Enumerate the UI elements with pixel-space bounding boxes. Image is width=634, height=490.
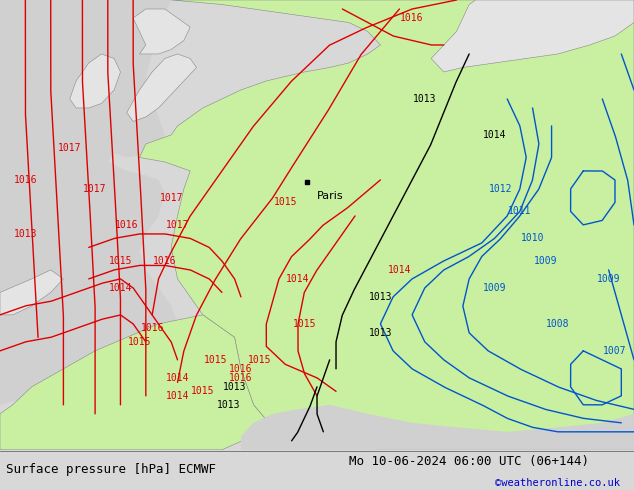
Polygon shape <box>0 315 273 450</box>
Polygon shape <box>70 54 120 108</box>
Text: 1013: 1013 <box>13 229 37 239</box>
Text: 1016: 1016 <box>229 364 253 374</box>
Polygon shape <box>241 405 634 450</box>
Text: 1014: 1014 <box>387 265 411 275</box>
Text: 1017: 1017 <box>159 193 183 203</box>
Text: 1015: 1015 <box>273 197 297 207</box>
Text: 1014: 1014 <box>108 283 133 293</box>
Text: Surface pressure [hPa] ECMWF: Surface pressure [hPa] ECMWF <box>6 463 216 476</box>
Text: 1016: 1016 <box>140 323 164 333</box>
Text: 1016: 1016 <box>229 373 253 383</box>
Text: 1013: 1013 <box>368 328 392 338</box>
Text: 1016: 1016 <box>153 256 177 266</box>
Text: 1016: 1016 <box>13 175 37 185</box>
Text: 1017: 1017 <box>83 184 107 194</box>
Polygon shape <box>431 0 634 72</box>
Polygon shape <box>133 9 190 54</box>
Text: 1014: 1014 <box>482 130 507 140</box>
Text: 1012: 1012 <box>489 184 513 194</box>
Text: 1015: 1015 <box>204 355 228 365</box>
Polygon shape <box>139 0 634 450</box>
Text: 1014: 1014 <box>165 391 190 401</box>
Text: 1013: 1013 <box>413 94 437 104</box>
Text: 1014: 1014 <box>286 274 310 284</box>
Text: 1015: 1015 <box>191 386 215 396</box>
Text: 1013: 1013 <box>223 382 247 392</box>
Polygon shape <box>127 54 197 122</box>
Text: 1017: 1017 <box>165 220 190 230</box>
Text: Paris: Paris <box>317 191 344 201</box>
Text: 1017: 1017 <box>58 144 82 153</box>
Text: 1014: 1014 <box>165 373 190 383</box>
Text: 1009: 1009 <box>533 256 557 266</box>
Text: Mo 10-06-2024 06:00 UTC (06+144): Mo 10-06-2024 06:00 UTC (06+144) <box>349 455 589 468</box>
Text: 1008: 1008 <box>546 319 570 329</box>
Text: 1013: 1013 <box>216 400 240 410</box>
Text: 1009: 1009 <box>482 283 507 293</box>
Text: 1011: 1011 <box>508 206 532 217</box>
Text: 1015: 1015 <box>292 319 316 329</box>
Text: 1013: 1013 <box>368 292 392 302</box>
Polygon shape <box>0 0 178 450</box>
Text: 1016: 1016 <box>400 13 424 23</box>
Text: 1016: 1016 <box>115 220 139 230</box>
Text: ©weatheronline.co.uk: ©weatheronline.co.uk <box>495 478 619 488</box>
Polygon shape <box>0 0 171 337</box>
Text: 1010: 1010 <box>521 233 545 244</box>
Text: 1015: 1015 <box>248 355 272 365</box>
Text: 1015: 1015 <box>127 337 152 347</box>
Text: 1015: 1015 <box>108 256 133 266</box>
Text: 1007: 1007 <box>603 346 627 356</box>
Text: 1009: 1009 <box>597 274 621 284</box>
Polygon shape <box>0 270 63 315</box>
